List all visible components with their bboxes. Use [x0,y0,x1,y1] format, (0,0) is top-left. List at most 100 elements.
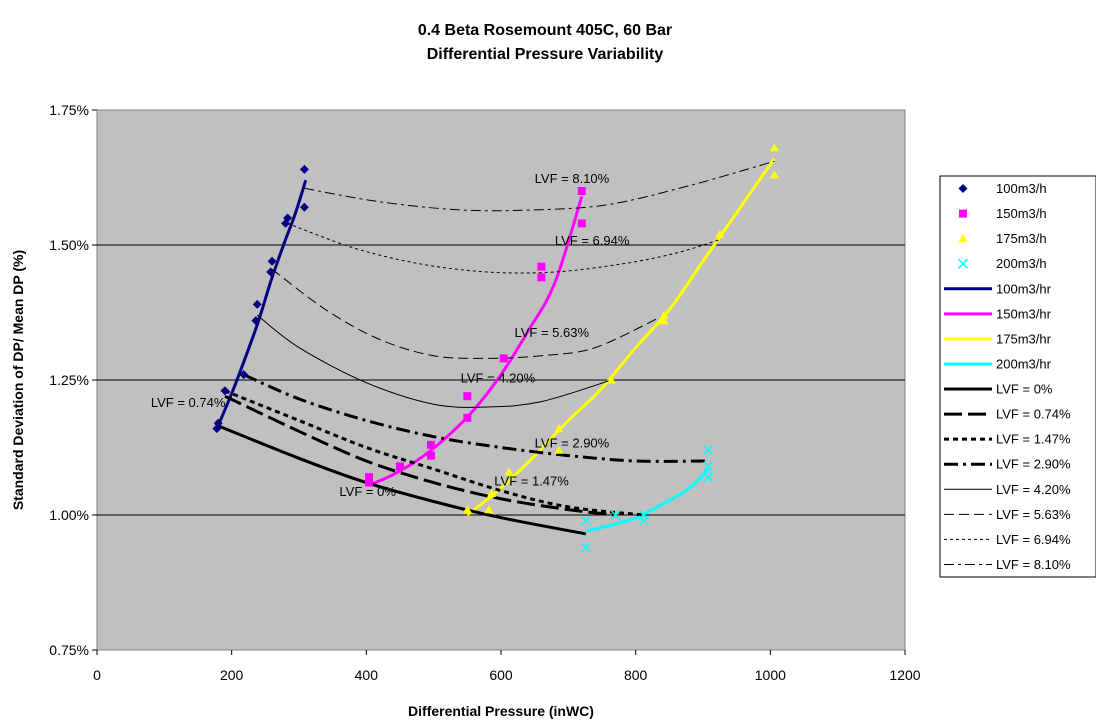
data-point-100m3-h [239,370,249,380]
annotation-label: LVF = 0% [339,484,396,499]
legend-label: LVF = 6.94% [996,532,1071,547]
data-point-150m3-h [537,262,546,271]
data-point-200m3-h [580,542,591,553]
fit-line-lvf-5-63 [271,268,665,359]
legend-label: LVF = 1.47% [996,432,1071,447]
legend-item-175m3-hr: 175m3/hr [944,331,1052,346]
data-point-200m3-h-stroke [703,445,714,456]
data-point-100m3-h [220,386,230,396]
annotation-label: LVF = 5.63% [514,325,589,340]
legend-label: 200m3/hr [996,356,1052,371]
data-point-200m3-h-stroke [638,509,649,521]
data-point-175m3-h [769,170,779,179]
fit-line-lvf-0-74 [224,394,616,517]
x-tick-label: 0 [93,667,101,683]
legend-label: 100m3/hr [996,281,1052,296]
data-point-150m3-h [426,440,435,449]
fit-line-lvf-8-10 [304,160,775,212]
legend-item-lvf-1-47: LVF = 1.47% [944,432,1071,447]
legend-label: LVF = 2.90% [996,457,1071,472]
y-tick-label: 1.75% [49,102,89,118]
data-point-150m3-h [365,478,374,487]
annotation-label: LVF = 4.20% [461,371,536,386]
legend: 100m3/h 150m3/h 175m3/h 200m3/h 100m3/hr 150m… [939,175,1096,578]
y-axis-ticks: 0.75% 1.00% 1.25% 1.50% 1.75% [49,102,97,658]
legend-label: LVF = 0% [996,382,1053,397]
fit-lines [215,157,776,536]
x-tick-label: 200 [220,667,244,683]
fit-line-100m3-hr [215,179,308,430]
legend-item-150m3-h: 150m3/h [959,206,1047,221]
data-point-100m3-h [252,299,262,309]
x-tick-label: 400 [355,667,379,683]
data-point-150m3-h [426,451,435,460]
data-point-175m3-h [606,375,616,384]
legend-label: LVF = 4.20% [996,482,1071,497]
data-point-100m3-h [267,256,277,266]
legend-marker-stroke [957,258,969,269]
x-tick-label: 1000 [755,667,786,683]
data-point-200m3-h-stroke [703,461,714,472]
data-point-175m3-h [554,445,564,454]
x-axis-ticks: 0 200 400 600 800 1000 1200 [93,650,921,683]
data-point-150m3-h [463,392,472,401]
data-point-200m3-h [638,509,649,521]
data-point-200m3-h-stroke [610,509,621,521]
legend-item-lvf-0-74: LVF = 0.74% [944,407,1071,422]
legend-label: 100m3/h [996,181,1047,196]
data-point-100m3-h [213,418,223,428]
legend-item-175m3-h: 175m3/h [958,231,1047,246]
legend-item-lvf-4-20: LVF = 4.20% [944,482,1071,497]
data-markers [212,143,779,553]
data-point-100m3-h [283,213,293,223]
legend-item-lvf-2-90: LVF = 2.90% [944,457,1071,472]
legend-item-lvf-6-94: LVF = 6.94% [944,532,1071,547]
data-point-175m3-h [769,143,779,152]
annotation-label: LVF = 1.47% [494,473,569,488]
data-point-150m3-h [499,354,508,363]
data-point-150m3-h [537,273,546,282]
y-tick-label: 0.75% [49,642,89,658]
legend-label: 175m3/hr [996,331,1052,346]
legend-label: LVF = 0.74% [996,407,1071,422]
annotation-label: LVF = 8.10% [535,171,610,186]
data-point-150m3-h [577,219,586,228]
annotation-label: LVF = 0.74% [151,395,226,410]
legend-item-200m3-h: 200m3/h [957,256,1047,271]
data-point-200m3-h [580,515,591,526]
data-point-175m3-h [715,229,725,238]
fit-line-lvf-1-47 [224,389,644,517]
data-point-200m3-h-stroke [580,542,591,553]
data-point-200m3-h [703,445,714,456]
data-point-175m3-h [659,316,669,325]
data-point-150m3-h [365,473,374,482]
legend-label: LVF = 5.63% [996,507,1071,522]
legend-item-100m3-h: 100m3/h [958,181,1047,196]
x-tick-label: 1200 [889,667,920,683]
data-point-175m3-h [487,488,497,497]
legend-marker [958,184,968,194]
fit-line-lvf-6-94 [287,222,720,274]
data-point-200m3-h [610,509,621,521]
fit-line-lvf-4-20 [256,314,612,408]
data-point-175m3-h [659,310,669,319]
data-point-100m3-h [251,316,261,326]
legend-label: 200m3/h [996,256,1047,271]
data-point-150m3-h [463,413,472,422]
legend-marker [959,209,967,218]
data-point-200m3-h-stroke [703,472,714,483]
data-point-100m3-h [266,267,276,277]
x-tick-label: 600 [489,667,513,683]
data-point-150m3-h [396,462,404,471]
fit-line-175m3-hr [466,157,776,517]
data-point-200m3-h [703,472,714,483]
y-tick-label: 1.00% [49,507,89,523]
y-tick-label: 1.25% [49,372,89,388]
legend-label: 150m3/hr [996,306,1052,321]
fit-line-200m3-hr [585,468,710,533]
annotation-label: LVF = 6.94% [555,233,630,248]
grid-lines [97,244,905,516]
data-point-100m3-h [299,164,309,174]
chart-title: 0.4 Beta Rosemount 405C, 60 Bar [418,22,672,39]
